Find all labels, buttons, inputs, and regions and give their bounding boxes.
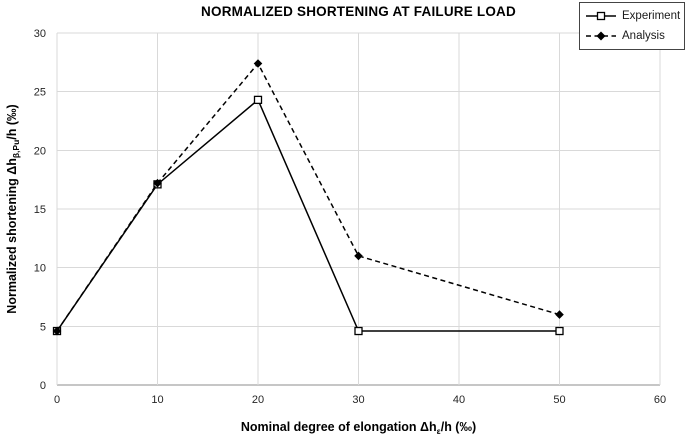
y-tick-label: 5: [40, 321, 46, 333]
y-tick-label: 25: [34, 87, 46, 99]
y-axis-title: Normalized shortening Δhβ,Pu/h (‰): [5, 104, 21, 313]
x-tick-label: 60: [654, 394, 666, 406]
legend: Experiment Analysis: [579, 2, 685, 50]
y-tick-label: 0: [40, 380, 46, 392]
data-point-analysis: [153, 178, 162, 188]
chart-title: NORMALIZED SHORTENING AT FAILURE LOAD: [201, 4, 516, 19]
data-point-analysis: [253, 59, 263, 68]
series-line-experiment: [56, 98, 560, 332]
x-tick-label: 30: [352, 394, 364, 406]
legend-item-experiment: Experiment: [585, 6, 680, 26]
y-tick-label: 20: [34, 145, 46, 157]
x-tick-label: 40: [453, 394, 465, 406]
data-point-experiment: [354, 326, 363, 336]
data-point-experiment: [555, 326, 564, 336]
legend-item-analysis: Analysis: [585, 26, 680, 46]
y-tick-label: 30: [34, 28, 46, 40]
y-tick-label: 10: [34, 263, 46, 275]
x-axis-title-suffix: /h (‰): [440, 420, 477, 434]
data-point-experiment: [253, 95, 263, 105]
analysis-line-sample-icon: [586, 31, 616, 41]
legend-label-analysis: Analysis: [622, 30, 665, 42]
y-axis-title-subscript: β,Pu: [10, 139, 21, 159]
y-tick-label: 15: [34, 204, 46, 216]
x-tick-label: 0: [54, 394, 60, 406]
y-axis-title-prefix: Normalized shortening Δh: [5, 158, 20, 314]
data-point-analysis: [52, 326, 62, 336]
x-axis-title-subscript: ε: [436, 425, 441, 436]
series-line-analysis: [56, 62, 560, 332]
x-tick-label: 10: [151, 394, 163, 406]
x-axis-title-prefix: Nominal degree of elongation Δh: [240, 420, 437, 434]
legend-label-experiment: Experiment: [622, 10, 681, 22]
y-axis-title-suffix: /h (‰): [5, 104, 20, 140]
x-tick-label: 50: [553, 394, 565, 406]
x-tick-label: 20: [252, 394, 264, 406]
data-point-analysis: [555, 310, 564, 319]
experiment-line-sample-icon: [586, 11, 616, 21]
data-point-analysis: [354, 251, 363, 261]
x-axis-title: Nominal degree of elongation Δhε/h (‰): [57, 420, 660, 436]
